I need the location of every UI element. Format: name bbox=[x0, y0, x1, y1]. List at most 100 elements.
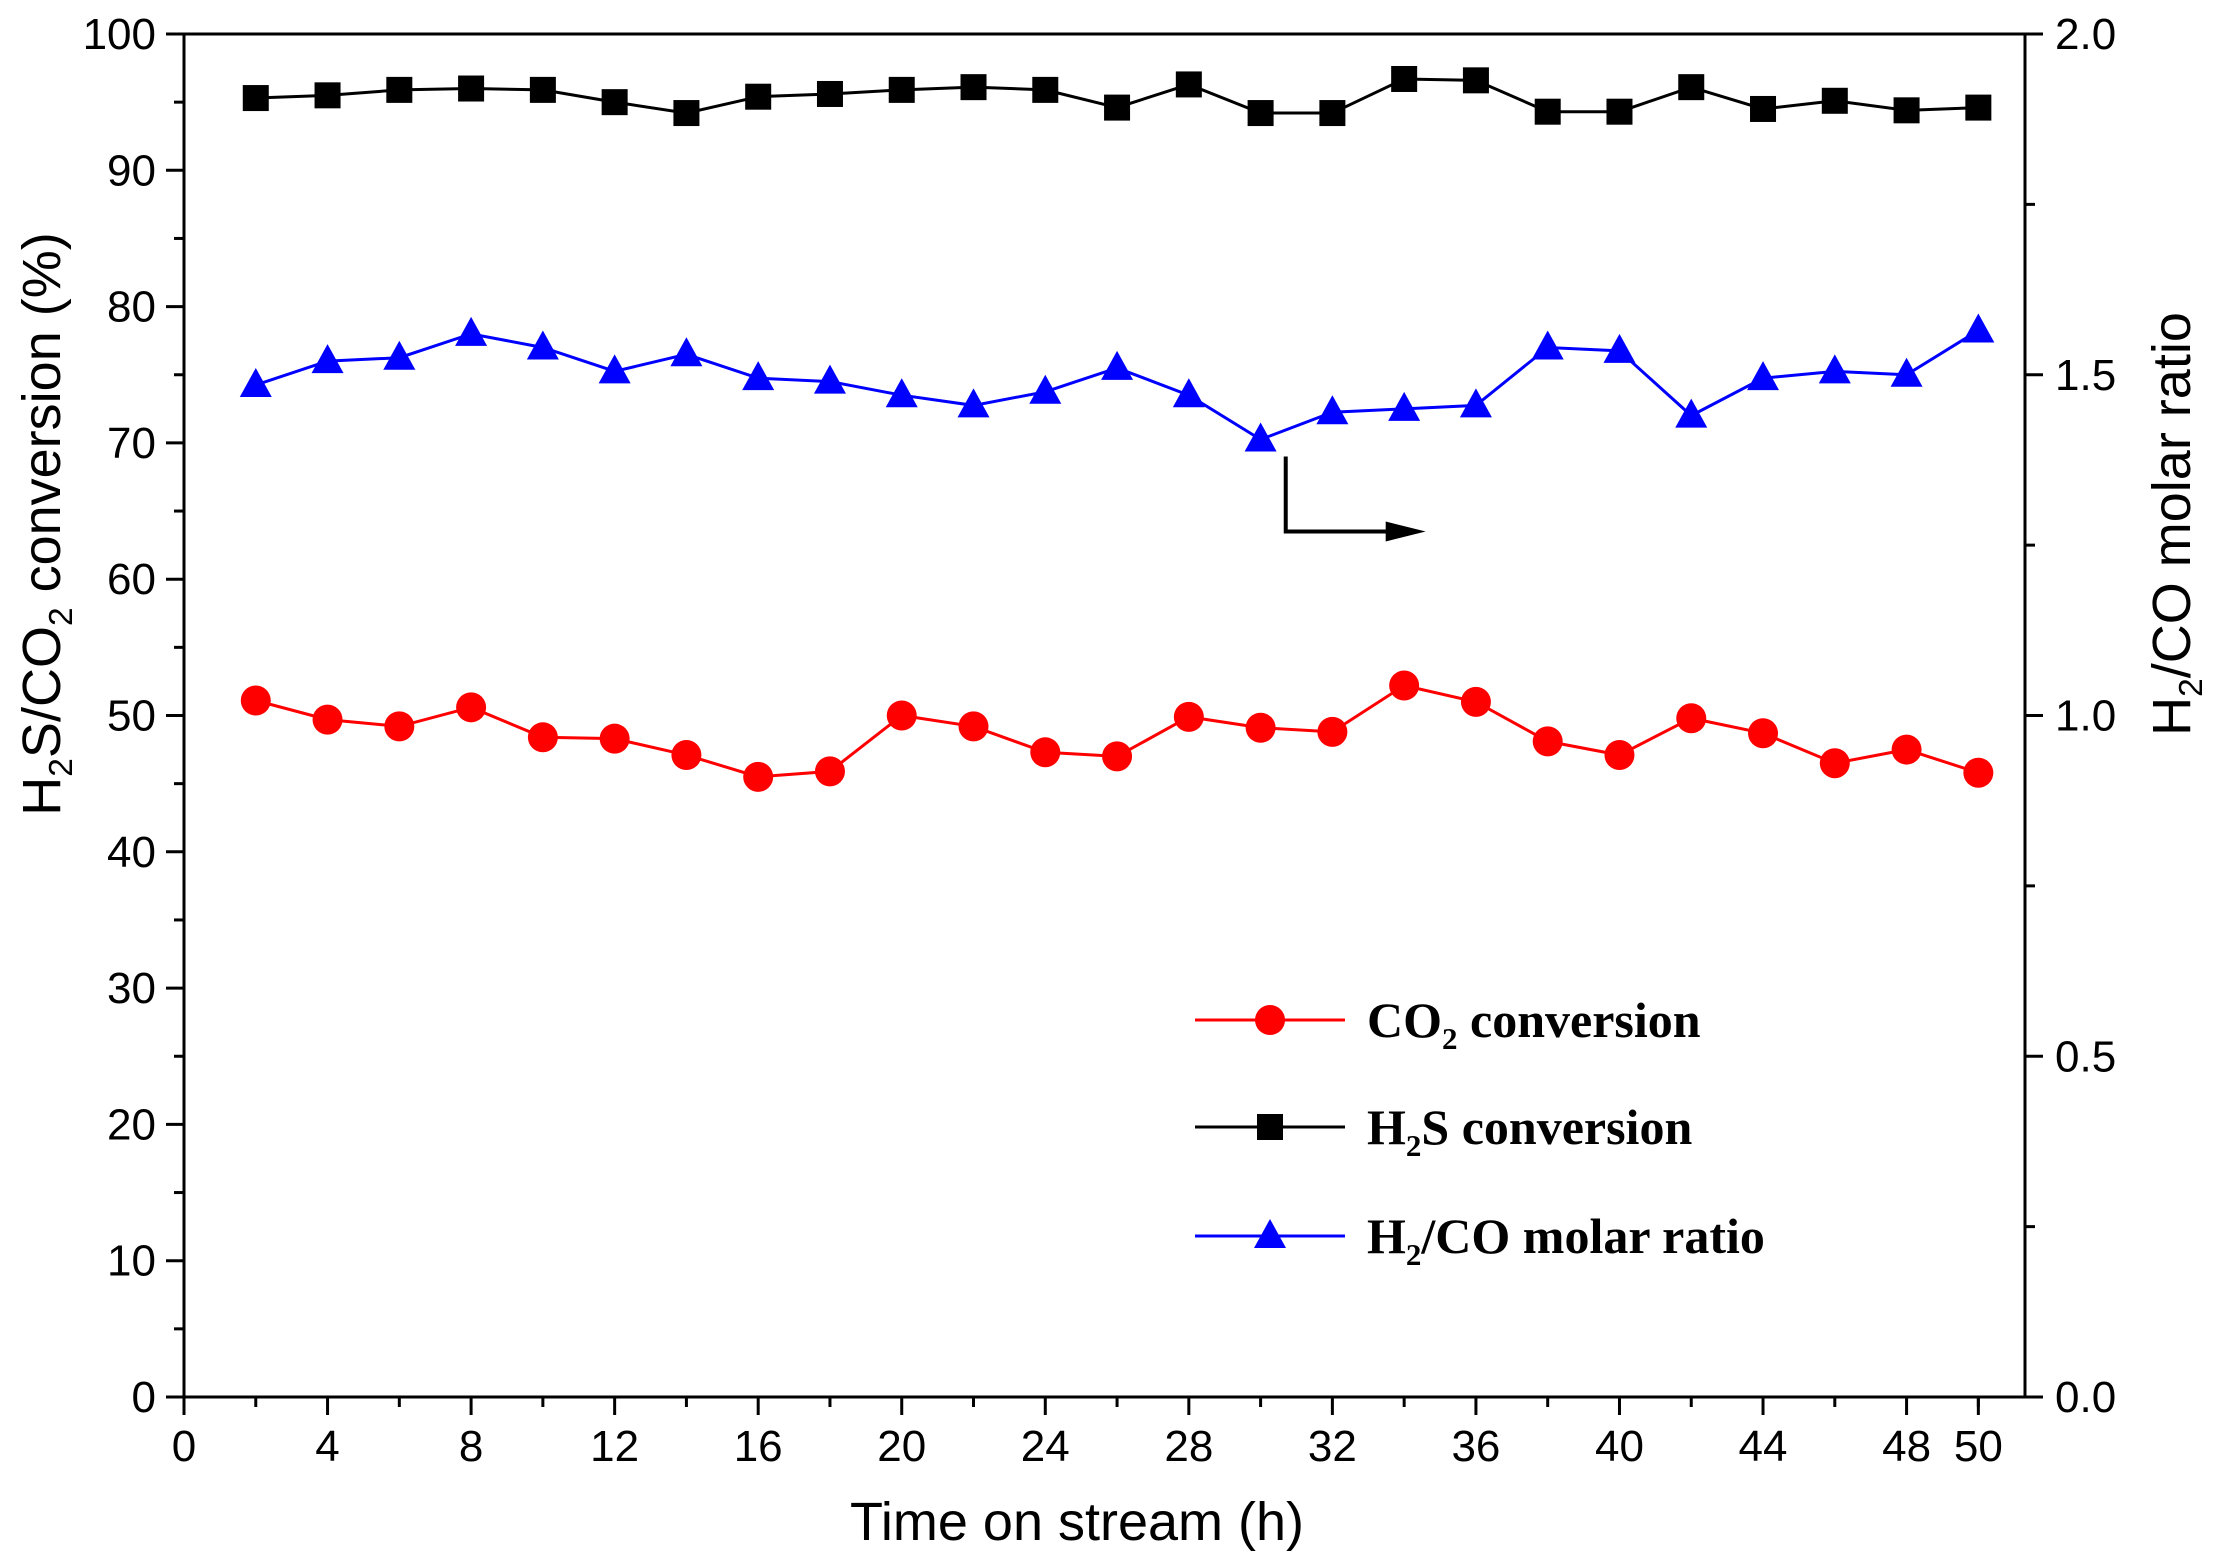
data-point bbox=[526, 330, 559, 360]
data-point bbox=[1030, 737, 1061, 768]
data-point bbox=[529, 76, 556, 103]
legend-label: H2S conversion bbox=[1367, 1099, 1692, 1163]
subscript: 2 bbox=[43, 607, 80, 626]
subscript: 2 bbox=[1442, 1021, 1458, 1056]
data-point bbox=[1890, 357, 1923, 387]
right-axis-arrow bbox=[1283, 456, 1426, 542]
label-part: S/CO bbox=[12, 626, 72, 758]
data-point bbox=[671, 740, 702, 771]
y-tick-label: 70 bbox=[107, 419, 156, 468]
data-point bbox=[670, 337, 703, 367]
data-point bbox=[1531, 330, 1564, 360]
y-tick-label: 20 bbox=[107, 1100, 156, 1149]
series-2 bbox=[239, 313, 1995, 452]
x-axis-title: Time on stream (h) bbox=[850, 1492, 1304, 1552]
y-tick-label: 0 bbox=[132, 1373, 156, 1422]
data-point bbox=[1963, 757, 1994, 788]
y2-tick-label: 1.0 bbox=[2055, 692, 2116, 741]
data-point bbox=[312, 704, 343, 735]
data-point bbox=[458, 75, 485, 102]
data-point bbox=[386, 76, 413, 103]
data-point bbox=[1319, 100, 1346, 127]
data-point bbox=[1603, 333, 1636, 363]
data-point bbox=[1534, 98, 1561, 125]
subscript: 2 bbox=[43, 758, 80, 777]
data-point bbox=[1245, 712, 1276, 743]
x-tick-label: 40 bbox=[1595, 1422, 1644, 1471]
data-point bbox=[455, 316, 488, 346]
data-point bbox=[1032, 76, 1059, 103]
arrow-shaft bbox=[1283, 456, 1396, 534]
data-point bbox=[1747, 361, 1780, 391]
data-point bbox=[1462, 67, 1489, 94]
data-point bbox=[816, 80, 843, 107]
data-point bbox=[239, 367, 272, 397]
data-point bbox=[1459, 388, 1492, 418]
data-point bbox=[1821, 87, 1848, 114]
y-tick-label: 100 bbox=[83, 10, 156, 59]
series-line bbox=[255, 329, 1980, 442]
x-tick-label: 20 bbox=[877, 1422, 926, 1471]
data-point bbox=[1104, 94, 1131, 121]
legend-item: CO2 conversion bbox=[1195, 992, 1701, 1056]
label-part: H bbox=[12, 777, 72, 816]
data-point bbox=[1891, 734, 1922, 765]
data-point bbox=[1101, 350, 1134, 380]
label-part: H bbox=[2142, 697, 2202, 736]
y-axis-right: 0.0 0.5 1.0 1.5 2.0 bbox=[2025, 10, 2116, 1422]
data-point bbox=[957, 388, 990, 418]
data-point bbox=[1748, 718, 1779, 749]
y2-tick-label: 0.0 bbox=[2055, 1373, 2116, 1422]
data-point bbox=[601, 89, 628, 116]
series-0 bbox=[240, 670, 1994, 792]
data-point bbox=[598, 354, 631, 384]
data-point bbox=[886, 700, 917, 731]
data-point bbox=[1604, 740, 1635, 771]
x-tick-label: 16 bbox=[734, 1422, 783, 1471]
data-point bbox=[958, 711, 989, 742]
legend-label: CO2 conversion bbox=[1367, 992, 1701, 1056]
x-tick-label: 32 bbox=[1308, 1422, 1357, 1471]
data-point bbox=[240, 685, 271, 716]
legend-marker bbox=[1257, 1114, 1283, 1140]
data-point bbox=[814, 756, 845, 787]
label-part: CO bbox=[1367, 992, 1442, 1048]
data-point bbox=[1818, 354, 1851, 384]
y-tick-label: 60 bbox=[107, 555, 156, 604]
series-layer bbox=[239, 65, 1995, 792]
label-part: H bbox=[1367, 1208, 1406, 1264]
data-point bbox=[599, 723, 630, 754]
data-point bbox=[1316, 395, 1349, 425]
data-point bbox=[1675, 398, 1708, 428]
data-point bbox=[1102, 741, 1133, 772]
y-tick-label: 30 bbox=[107, 964, 156, 1013]
data-point bbox=[1606, 98, 1633, 125]
label-part: /CO molar ratio bbox=[1420, 1208, 1764, 1264]
y-axis-title: H2S/CO2 conversion (%) bbox=[12, 232, 80, 815]
x-tick-label: 50 bbox=[1954, 1422, 2003, 1471]
label-part: conversion bbox=[1458, 992, 1701, 1048]
x-tick-label: 12 bbox=[590, 1422, 639, 1471]
data-point bbox=[742, 361, 775, 391]
label-part: /CO molar ratio bbox=[2142, 312, 2202, 678]
x-tick-label: 4 bbox=[315, 1422, 339, 1471]
data-point bbox=[384, 711, 415, 742]
data-point bbox=[813, 364, 846, 394]
y-tick-label: 80 bbox=[107, 283, 156, 332]
data-point bbox=[1172, 378, 1205, 408]
data-point bbox=[242, 85, 269, 112]
subscript: 2 bbox=[1406, 1128, 1422, 1163]
series-1 bbox=[242, 65, 1992, 127]
data-point bbox=[1460, 686, 1491, 717]
arrow-head bbox=[1385, 521, 1426, 542]
y-tick-label: 10 bbox=[107, 1237, 156, 1286]
data-point bbox=[673, 100, 700, 127]
y-tick-label: 40 bbox=[107, 828, 156, 877]
data-point bbox=[743, 761, 774, 792]
data-point bbox=[1965, 94, 1992, 121]
data-point bbox=[1175, 71, 1202, 98]
subscript: 2 bbox=[1406, 1237, 1422, 1272]
data-point bbox=[1029, 374, 1062, 404]
x-tick-label: 28 bbox=[1164, 1422, 1213, 1471]
